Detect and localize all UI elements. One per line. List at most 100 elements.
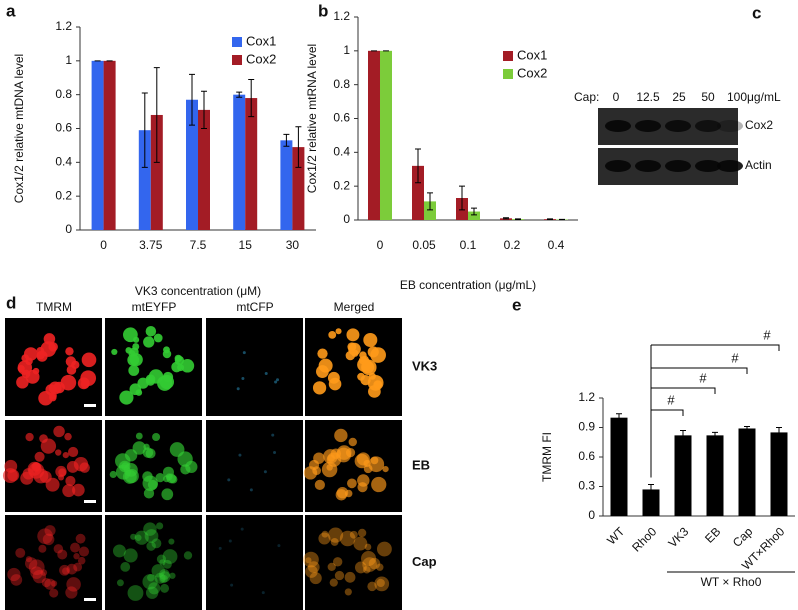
blot-band xyxy=(665,120,691,132)
signal xyxy=(75,533,86,544)
error-bar xyxy=(427,192,433,211)
blot-band xyxy=(605,160,631,172)
signal xyxy=(41,577,51,588)
signal xyxy=(327,527,344,543)
legend-swatch xyxy=(232,37,242,47)
blot-concentration: 12.5 xyxy=(636,90,660,104)
error-bar xyxy=(744,426,750,431)
signal xyxy=(73,553,80,560)
bar xyxy=(150,114,163,230)
y-tick-label: 0.4 xyxy=(333,145,350,159)
legend-swatch xyxy=(232,55,242,65)
x-tick-label: 0.4 xyxy=(548,238,565,252)
signal xyxy=(147,574,155,582)
signal xyxy=(2,468,18,484)
signal xyxy=(37,528,53,545)
signal xyxy=(361,355,369,364)
signal xyxy=(143,443,150,450)
y-tick-label: 0.4 xyxy=(55,155,72,169)
signal xyxy=(362,557,377,572)
signal xyxy=(227,478,231,482)
bar xyxy=(198,109,210,230)
signal xyxy=(65,475,76,487)
signal xyxy=(53,425,65,438)
signal xyxy=(309,572,322,585)
signal xyxy=(241,377,245,381)
bar xyxy=(424,201,436,220)
signal xyxy=(143,522,157,536)
signal xyxy=(261,591,265,595)
y-tick-label: 0.2 xyxy=(333,178,350,192)
error-bar xyxy=(415,148,421,184)
row-label: VK3 xyxy=(412,358,437,373)
signal xyxy=(240,527,244,531)
signal xyxy=(349,530,358,539)
y-tick-label: 0.9 xyxy=(578,420,595,434)
blot-band-label: Cox2 xyxy=(745,118,773,132)
signal xyxy=(132,441,146,455)
signal xyxy=(345,350,356,361)
signal xyxy=(277,544,281,548)
error-bar xyxy=(648,484,654,495)
significance-label: # xyxy=(699,370,707,385)
signal xyxy=(80,379,90,389)
y-tick-label: 1.2 xyxy=(333,9,350,23)
signal xyxy=(305,565,318,578)
micrograph xyxy=(206,318,303,416)
signal xyxy=(7,567,21,582)
signal xyxy=(111,348,118,356)
signal xyxy=(128,365,140,376)
signal xyxy=(162,549,178,564)
signal xyxy=(73,562,83,572)
bar xyxy=(674,435,692,516)
significance-label: # xyxy=(667,392,675,407)
blot-band xyxy=(717,160,743,172)
signal xyxy=(129,347,139,357)
error-bar xyxy=(459,185,465,211)
scale-bar xyxy=(84,598,96,601)
y-tick-label: 1 xyxy=(65,53,72,67)
signal xyxy=(24,557,38,570)
signal xyxy=(23,347,38,361)
significance-label: # xyxy=(763,327,771,342)
signal xyxy=(42,533,55,546)
bar xyxy=(245,98,258,230)
signal xyxy=(21,369,31,379)
y-tick-label: 0.6 xyxy=(578,449,595,463)
bar xyxy=(468,211,480,220)
signal xyxy=(135,432,143,440)
signal xyxy=(332,557,343,567)
signal xyxy=(335,328,342,335)
signal xyxy=(346,328,360,342)
micrograph xyxy=(105,515,202,610)
error-bar xyxy=(189,73,195,126)
blot-concentration: 100μg/mL xyxy=(727,90,781,104)
signal xyxy=(312,381,327,395)
signal xyxy=(336,447,352,463)
signal xyxy=(142,475,158,492)
signal xyxy=(135,534,142,541)
error-bar xyxy=(141,92,148,168)
signal xyxy=(153,333,163,343)
channel-label: mtEYFP xyxy=(132,300,177,314)
signal xyxy=(161,488,174,501)
x-tick-label: 0.2 xyxy=(504,238,521,252)
blot-band xyxy=(695,160,721,172)
signal xyxy=(160,583,170,593)
signal xyxy=(155,472,165,483)
signal xyxy=(127,585,144,601)
y-axis-label: TMRM FI xyxy=(540,432,554,482)
signal xyxy=(124,449,138,462)
bar xyxy=(610,417,628,516)
error-bar xyxy=(295,126,302,168)
error-bar xyxy=(680,429,686,441)
signal xyxy=(120,562,131,572)
signal xyxy=(48,381,62,395)
signal xyxy=(20,471,34,485)
signal xyxy=(38,544,47,553)
signal xyxy=(162,349,172,359)
signal xyxy=(307,561,320,573)
signal xyxy=(376,578,385,588)
signal xyxy=(116,579,124,587)
x-tick-label: 0 xyxy=(100,238,107,252)
